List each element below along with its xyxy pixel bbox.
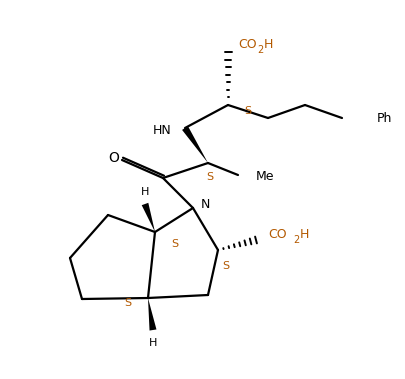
Text: N: N bbox=[201, 197, 210, 210]
Text: 2: 2 bbox=[293, 235, 299, 245]
Text: Ph: Ph bbox=[377, 111, 392, 124]
Text: S: S bbox=[245, 106, 252, 116]
Text: H: H bbox=[299, 227, 309, 241]
Text: S: S bbox=[207, 172, 213, 182]
Text: CO: CO bbox=[269, 227, 287, 241]
Polygon shape bbox=[182, 126, 208, 163]
Polygon shape bbox=[148, 298, 156, 330]
Text: S: S bbox=[171, 239, 179, 249]
Text: H: H bbox=[141, 187, 149, 197]
Text: S: S bbox=[124, 298, 132, 308]
Text: Me: Me bbox=[256, 171, 275, 183]
Text: CO: CO bbox=[238, 38, 257, 50]
Text: HN: HN bbox=[152, 124, 171, 136]
Polygon shape bbox=[142, 203, 155, 232]
Text: H: H bbox=[149, 338, 157, 348]
Text: S: S bbox=[222, 261, 230, 271]
Text: O: O bbox=[109, 151, 119, 165]
Text: 2: 2 bbox=[257, 45, 263, 55]
Text: H: H bbox=[263, 38, 273, 50]
